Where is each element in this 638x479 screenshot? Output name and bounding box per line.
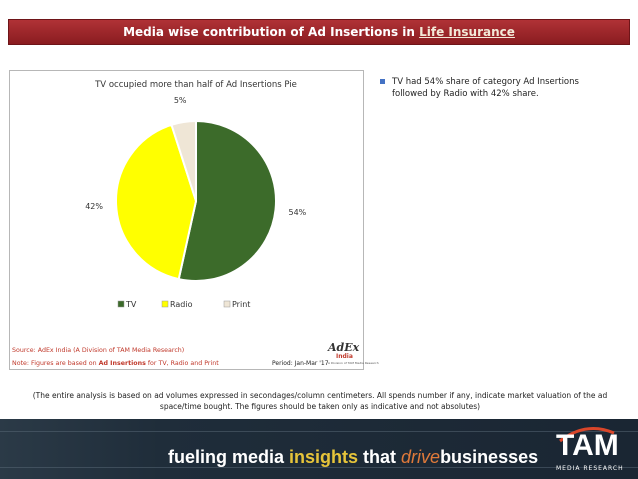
bullet-square-icon — [380, 79, 385, 84]
legend-swatch-tv — [117, 300, 125, 308]
tam-logo: TAM MEDIA RESEARCH — [556, 425, 626, 477]
legend-swatch-print — [223, 300, 231, 308]
adex-logo-word: AdEx — [328, 341, 360, 354]
tagline-insights: insights — [289, 447, 359, 467]
analysis-footnote: (The entire analysis is based on ad volu… — [32, 391, 608, 411]
adex-logo-tiny: A Division of TAM Media Research — [328, 361, 379, 365]
pie-slice-print — [170, 119, 197, 202]
chart-note: Note: Figures are based on Ad Insertions… — [12, 360, 219, 367]
legend-swatch-radio — [161, 300, 169, 308]
chart-period: Period: Jan-Mar '17 — [272, 360, 329, 367]
slide-title-highlight: Life Insurance — [419, 25, 515, 39]
legend-label-radio: Radio — [170, 300, 193, 309]
legend-label-print: Print — [232, 300, 250, 309]
tam-logo-word: TAM — [556, 429, 619, 462]
tagline-businesses: businesses — [440, 447, 539, 467]
tam-swoosh-icon — [559, 427, 615, 443]
pie-chart-title: TV occupied more than half of Ad Inserti… — [94, 80, 297, 90]
footer-banner: fueling media insights that drivebusines… — [0, 419, 638, 479]
pie-slice-tv — [177, 119, 277, 282]
chart-note-prefix: Note: Figures are based on — [12, 360, 99, 367]
pie-slice-radio — [115, 123, 198, 281]
footer-tagline: fueling media insights that drivebusines… — [168, 447, 538, 468]
chart-source: Source: AdEx India (A Division of TAM Me… — [12, 347, 185, 354]
slide-title-text: Media wise contribution of Ad Insertions… — [123, 25, 420, 39]
footer-decor-line — [0, 467, 638, 468]
pie-chart: TV occupied more than half of Ad Inserti… — [85, 80, 307, 309]
tagline-part-3: that — [358, 447, 402, 467]
data-label-print: 5% — [174, 96, 187, 105]
tagline-drive: drive — [401, 447, 441, 467]
insight-bullet: TV had 54% share of category Ad Insertio… — [380, 76, 610, 100]
chart-note-bold: Ad Insertions — [98, 360, 146, 367]
adex-logo-sub: India — [336, 353, 353, 360]
tam-logo-sub: MEDIA RESEARCH — [556, 465, 624, 472]
pie-chart-panel: TV occupied more than half of Ad Inserti… — [9, 70, 379, 370]
data-label-radio: 42% — [85, 202, 103, 211]
chart-note-suffix: for TV, Radio and Print — [145, 360, 219, 367]
data-label-tv: 54% — [289, 208, 307, 217]
footer-decor-line — [0, 431, 638, 432]
adex-india-logo: AdEx India A Division of TAM Media Resea… — [328, 341, 379, 367]
legend-label-tv: TV — [125, 300, 137, 309]
tagline-part-1: fueling media — [168, 447, 290, 467]
insight-text: TV had 54% share of category Ad Insertio… — [392, 77, 579, 99]
slide-title: Media wise contribution of Ad Insertions… — [8, 19, 630, 45]
